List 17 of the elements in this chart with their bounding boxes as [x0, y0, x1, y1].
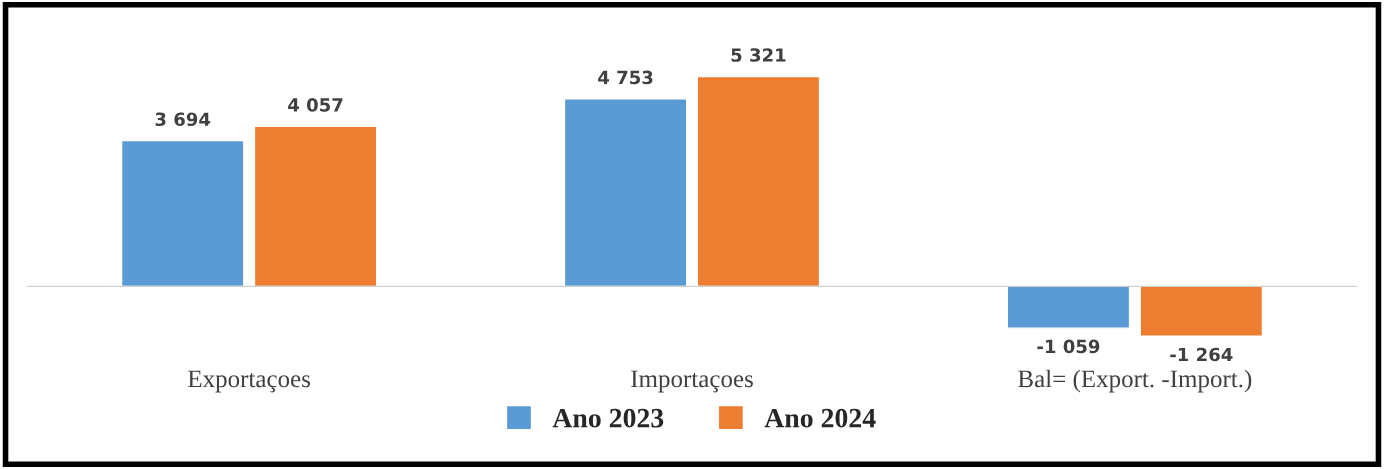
data-label: 4 057 — [288, 98, 343, 112]
bar — [1006, 285, 1131, 329]
data-label: 4 753 — [598, 70, 653, 85]
bar — [120, 139, 245, 288]
bar — [1139, 285, 1264, 337]
legend-label: Ano 2024 — [764, 408, 876, 428]
data-label: 5 321 — [731, 48, 786, 62]
data-label: -1 264 — [1170, 347, 1233, 362]
x-tick-label: Importaçoes — [631, 370, 753, 393]
x-tick-label: Bal= (Export. -Import.) — [1018, 369, 1252, 393]
legend-label: Ano 2023 — [552, 408, 664, 428]
bar — [253, 125, 378, 288]
data-label: 3 694 — [155, 112, 211, 127]
data-label: -1 059 — [1037, 339, 1100, 354]
x-tick-label: Exportaçoes — [188, 370, 310, 393]
bar — [563, 98, 688, 288]
bar — [696, 75, 821, 288]
